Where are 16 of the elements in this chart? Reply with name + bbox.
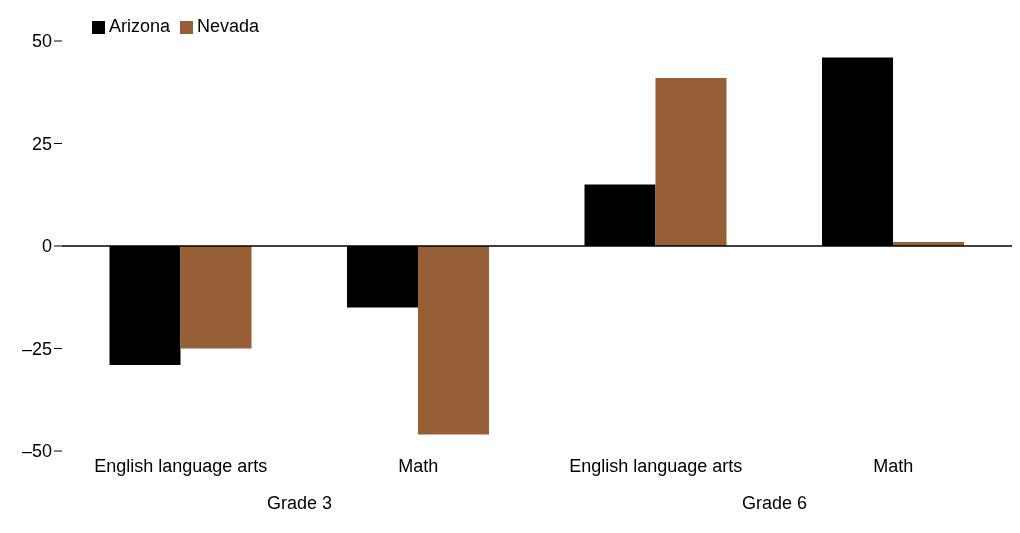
- x-tick-label: Math: [873, 455, 914, 476]
- x-tick-label: Math: [398, 455, 439, 476]
- y-tick-label: 50: [31, 31, 52, 52]
- bar: [418, 246, 489, 435]
- bar: [655, 77, 727, 246]
- y-tick-label: –25: [21, 338, 52, 359]
- text: Grade 6: [740, 493, 808, 514]
- bar: [180, 246, 252, 349]
- x-tick-label: English language arts: [569, 455, 743, 476]
- text: Grade 3: [265, 493, 333, 514]
- legend-label: Arizona: [109, 16, 171, 36]
- y-tick-label: 0: [41, 236, 52, 257]
- legend-label: Nevada: [197, 16, 260, 36]
- y-tick-label: 25: [31, 133, 52, 154]
- x-tick-label: English language arts: [94, 455, 268, 476]
- y-tick-label: –50: [21, 441, 52, 462]
